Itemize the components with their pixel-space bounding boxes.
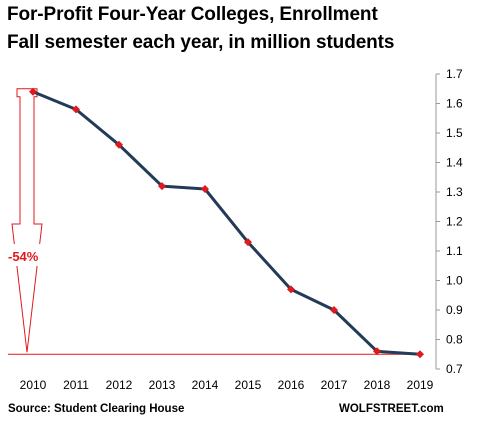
x-tick-label: 2016 <box>278 378 305 392</box>
data-point-marker <box>115 140 123 149</box>
y-tick-label: 0.9 <box>446 303 463 317</box>
x-tick-label: 2019 <box>407 378 434 392</box>
credit-note: WOLFSTREET.com <box>339 403 444 415</box>
chart-title: For-Profit Four-Year Colleges, Enrollmen… <box>7 4 378 25</box>
x-tick-label: 2013 <box>149 378 176 392</box>
x-tick-label: 2014 <box>192 378 219 392</box>
y-tick-label: 1.1 <box>446 244 463 258</box>
chart-subtitle: Fall semester each year, in million stud… <box>7 32 395 53</box>
y-tick-label: 1.6 <box>446 97 463 111</box>
y-tick-label: 0.8 <box>446 333 463 347</box>
series <box>29 87 424 359</box>
x-tick-label: 2011 <box>63 378 89 392</box>
y-tick-label: 0.7 <box>446 362 463 376</box>
y-tick-label: 1.7 <box>446 67 463 81</box>
y-tick-label: 1.5 <box>446 126 463 140</box>
data-point-marker <box>72 105 80 114</box>
y-tick-label: 1.3 <box>446 185 463 199</box>
x-tick-label: 2017 <box>321 378 348 392</box>
x-tick-label: 2010 <box>20 378 47 392</box>
data-point-marker <box>201 185 209 194</box>
x-tick-label: 2012 <box>106 378 133 392</box>
source-note: Source: Student Clearing House <box>8 403 185 415</box>
data-point-marker <box>330 306 338 314</box>
change-label: -54% <box>8 249 39 264</box>
annotation-label-bg <box>6 244 44 266</box>
change-annotation: -54% <box>6 88 420 355</box>
x-tick-label: 2015 <box>235 378 262 392</box>
y-tick-label: 1.2 <box>446 215 463 229</box>
data-point-marker <box>287 285 295 294</box>
y-tick-label: 1.4 <box>446 156 463 170</box>
data-point-marker <box>416 350 424 359</box>
change-arrow <box>11 88 43 353</box>
enrollment-line <box>32 90 421 356</box>
data-point-marker <box>244 238 252 247</box>
data-point-marker <box>373 347 381 356</box>
data-point-marker <box>29 87 37 96</box>
axes: 0.7 0.8 0.9 1.0 1.1 1.2 1.3 1.4 1.5 1.6 1.7 2010 201… <box>20 67 463 392</box>
y-tick-label: 1.0 <box>446 274 463 288</box>
x-tick-label: 2018 <box>364 378 391 392</box>
data-point-marker <box>158 182 166 191</box>
